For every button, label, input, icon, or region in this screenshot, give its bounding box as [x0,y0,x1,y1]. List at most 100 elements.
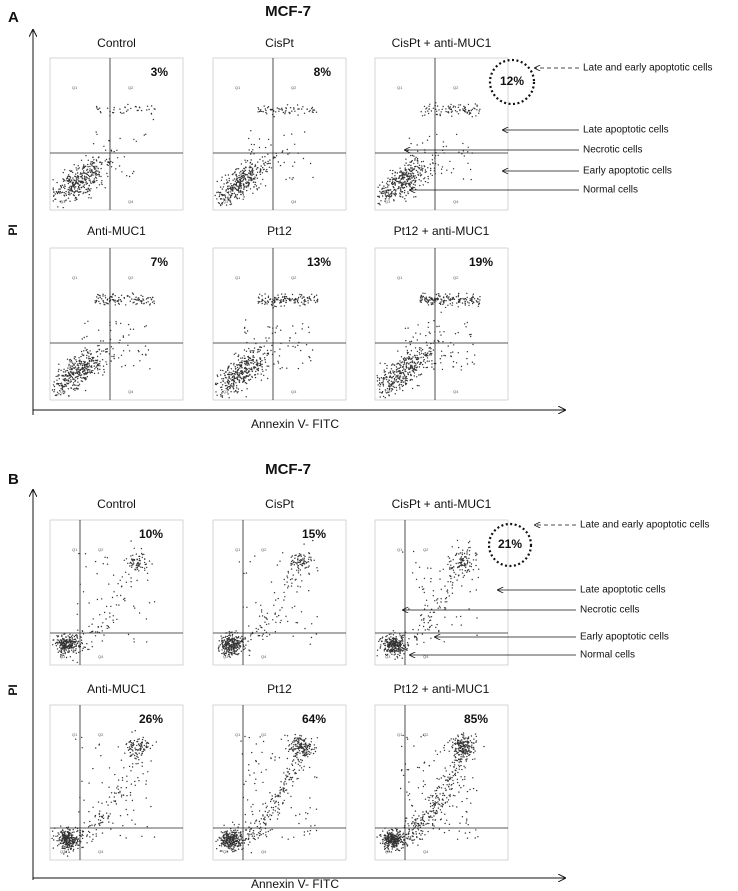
event-dot [468,550,471,552]
event-dot [60,643,62,645]
event-dot [86,182,89,185]
event-dot [229,387,231,390]
event-dot [245,367,248,370]
event-dot [315,633,318,635]
event-dot [258,615,261,617]
event-dot [221,396,224,398]
event-dot [414,347,417,349]
event-dot [69,381,71,383]
event-dot [443,301,445,303]
event-dot [234,647,236,649]
event-dot [405,358,407,360]
event-dot [423,165,426,168]
event-dot [391,388,393,390]
event-dot [421,352,423,355]
event-dot [437,154,439,156]
event-dot [131,754,133,756]
event-dot [398,367,401,369]
event-dot [98,349,101,351]
event-dot [400,362,402,364]
event-dot [287,572,290,574]
event-dot [393,377,396,380]
event-dot [404,189,406,192]
event-dot [238,381,241,384]
event-dot [402,384,404,387]
event-dot [69,177,72,179]
event-dot [437,164,439,166]
event-dot [399,167,401,169]
event-dot [231,193,233,195]
event-dot [223,194,225,196]
event-dot [224,647,226,650]
event-dot [402,389,404,392]
event-dot [68,192,70,194]
event-dot [60,382,63,384]
event-dot [106,363,108,365]
event-dot [401,186,403,188]
event-dot [91,840,93,842]
event-dot [413,162,415,165]
event-dot [395,179,397,181]
event-dot [72,371,74,373]
event-dot [303,112,306,115]
event-dot [258,635,261,637]
event-dot [301,580,303,582]
event-dot [414,365,416,367]
event-dot [82,369,84,371]
event-dot [297,296,300,299]
event-dot [90,360,93,362]
event-dot [237,644,240,646]
event-dot [418,374,420,376]
event-dot [281,107,283,110]
event-dot [265,170,267,172]
event-dot [267,353,270,355]
event-dot [428,629,430,631]
event-dot [409,379,412,381]
event-dot [253,356,255,359]
event-dot [438,325,440,327]
event-dot [63,840,65,842]
event-dot [90,366,92,368]
event-dot [454,554,457,557]
event-dot [65,645,67,647]
event-dot [51,837,53,840]
event-dot [233,362,235,365]
event-dot [394,195,397,197]
event-dot [113,355,115,358]
event-dot [406,150,408,152]
event-dot [263,374,265,377]
event-dot [67,375,70,377]
event-dot [79,184,81,186]
event-dot [411,167,413,169]
event-dot [70,179,73,181]
event-dot [61,635,63,638]
event-dot [303,559,305,561]
event-dot [467,146,469,148]
event-dot [397,350,399,352]
event-dot [100,112,102,114]
event-dot [67,641,69,644]
event-dot [307,566,309,568]
event-dot [253,186,255,188]
event-dot [233,192,236,194]
event-dot [451,298,454,300]
event-dot [229,199,231,201]
event-dot [64,180,66,182]
event-dot [466,549,469,551]
event-dot [234,194,237,196]
event-dot [382,383,384,386]
event-dot [382,636,384,638]
event-dot [59,188,61,190]
event-dot [233,186,236,188]
event-dot [133,138,135,141]
event-dot [301,562,303,565]
event-dot [229,656,231,658]
event-dot [386,194,388,197]
event-dot [232,386,234,388]
event-dot [409,343,412,346]
event-dot [83,354,85,356]
event-dot [112,621,115,624]
event-dot [119,815,122,817]
event-dot [60,186,63,189]
